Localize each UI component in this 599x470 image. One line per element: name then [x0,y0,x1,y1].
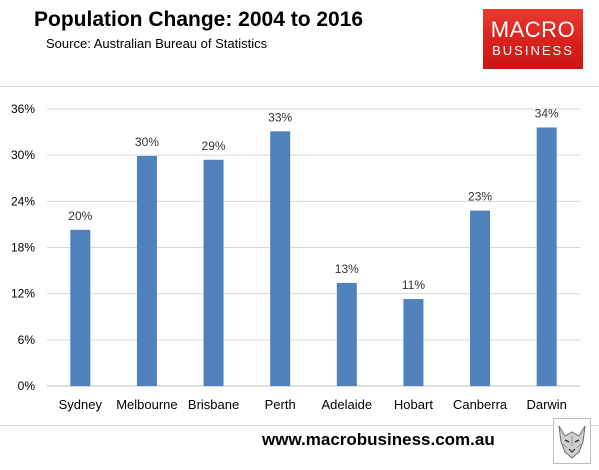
data-label: 33% [268,110,292,124]
macrobusiness-logo: MACRO BUSINESS [483,9,583,69]
x-tick-label: Perth [265,397,296,412]
data-label: 30% [135,135,159,149]
bar [470,210,491,386]
chart-area: 0% 6% 12% 18% 24% 30% 36% 20% Sydney 30% Melbourne… [0,86,599,426]
data-label: 20% [68,209,92,223]
y-tick-label: 36% [11,102,35,116]
x-tick-label: Adelaide [322,397,373,412]
y-tick-label: 30% [11,148,35,162]
bar [203,159,224,386]
bar [336,282,357,386]
x-tick-label: Hobart [394,397,433,412]
x-tick-label: Canberra [453,397,508,412]
y-tick-label: 6% [18,333,36,347]
logo-line-macro: MACRO [490,17,576,42]
data-label: 11% [402,278,425,292]
y-tick-label: 12% [11,287,35,301]
y-tick-label: 18% [11,241,35,255]
bar [536,127,557,386]
chart-subtitle: Source: Australian Bureau of Statistics [46,36,268,51]
x-tick-label: Melbourne [116,397,177,412]
data-label: 23% [468,190,492,204]
data-label: 34% [535,106,559,120]
bar [270,131,291,386]
y-tick-label: 0% [18,379,36,393]
bar [403,299,424,386]
logo-line-business: BUSINESS [492,43,574,58]
data-label: 13% [335,262,359,276]
data-label: 29% [202,139,226,153]
x-tick-label: Sydney [59,397,103,412]
bar-chart: 0% 6% 12% 18% 24% 30% 36% 20% Sydney 30% Melbourne… [11,102,580,412]
chart-title: Population Change: 2004 to 2016 [34,8,364,31]
footer-url: www.macrobusiness.com.au [262,430,495,449]
bar [70,229,91,386]
x-tick-label: Darwin [526,397,566,412]
y-tick-label: 24% [11,194,35,208]
wolf-logo-icon [553,418,591,464]
x-tick-label: Brisbane [188,397,239,412]
bar [136,155,157,386]
